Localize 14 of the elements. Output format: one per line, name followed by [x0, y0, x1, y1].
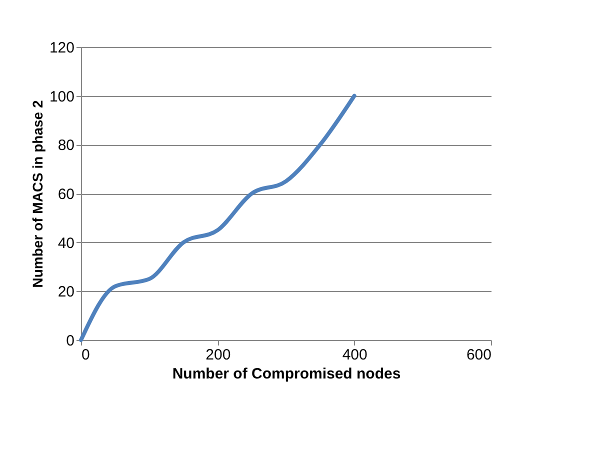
- y-tick-label: 120: [49, 40, 74, 56]
- y-tick-label: 0: [66, 332, 74, 350]
- x-tick-label: 600: [466, 346, 492, 364]
- x-tick-label: 0: [82, 346, 90, 364]
- y-tick-label: 60: [58, 186, 74, 203]
- x-tick-label: 200: [206, 346, 231, 364]
- y-tick-label: 100: [49, 88, 74, 106]
- line-series: [79, 94, 356, 342]
- x-axis-title: Number of Compromised nodes: [172, 366, 401, 382]
- y-tick-label: 80: [58, 137, 74, 154]
- x-tick-label: 400: [342, 346, 368, 364]
- y-tick-label: 20: [58, 284, 74, 301]
- y-tick-label: 40: [58, 234, 74, 252]
- y-axis-title: Number of MACS in phase 2: [29, 100, 46, 288]
